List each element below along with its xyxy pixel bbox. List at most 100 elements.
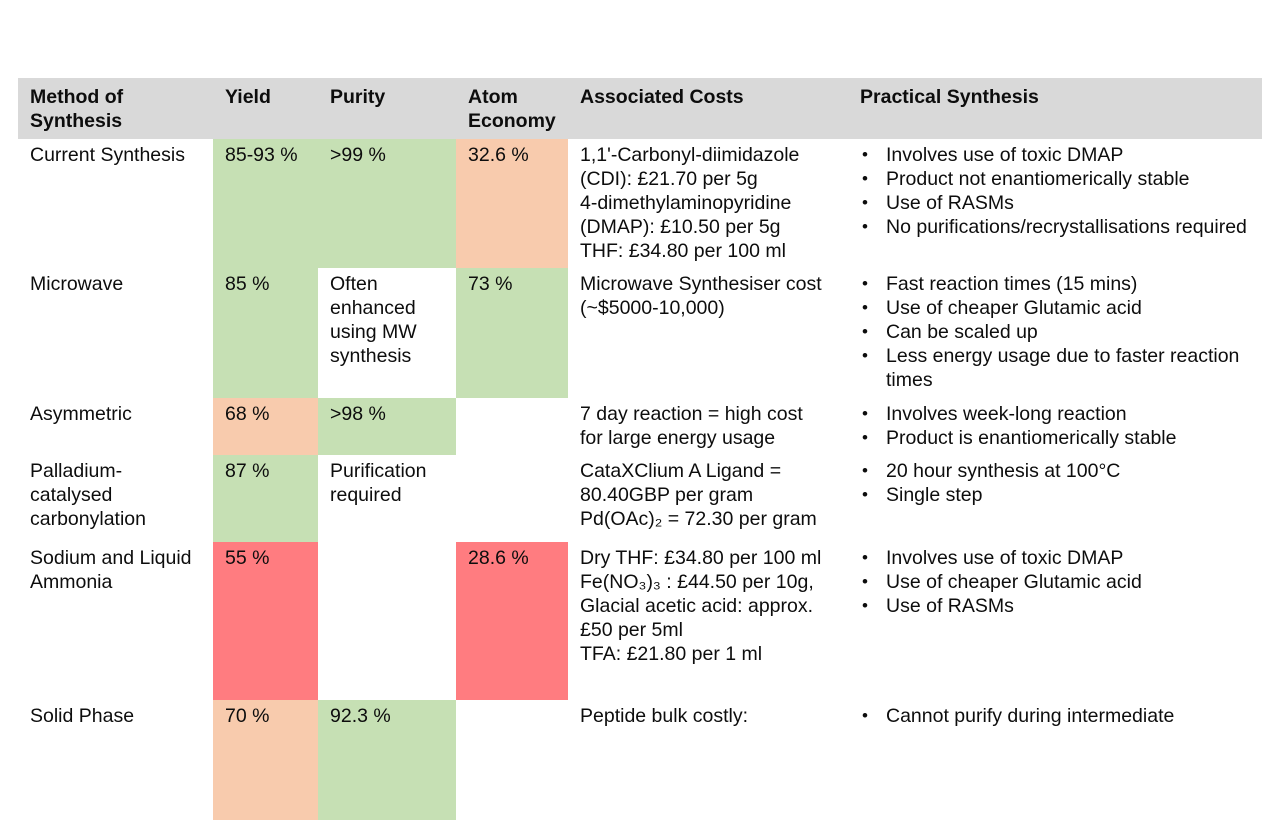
cell-method-asymmetric: Asymmetric [18, 398, 213, 455]
bullet-icon: • [862, 459, 886, 483]
practical-bullet-item: •Use of cheaper Glutamic acid [862, 570, 1254, 594]
practical-bullet-item: •Use of RASMs [862, 191, 1254, 215]
practical-bullet-item: •Fast reaction times (15 mins) [862, 272, 1254, 296]
bullet-icon: • [862, 215, 886, 239]
practical-bullet-list: •Involves week-long reaction•Product is … [848, 402, 1254, 450]
column-header-atom-economy: Atom Economy [456, 78, 568, 139]
cost-line: Microwave Synthesiser cost (~$5000-10,00… [580, 272, 826, 320]
practical-bullet-item: •Less energy usage due to faster reactio… [862, 344, 1254, 392]
cost-line: THF: £34.80 per 100 ml [580, 239, 826, 263]
cell-associated-costs-microwave: Microwave Synthesiser cost (~$5000-10,00… [568, 268, 848, 398]
cell-practical-synthesis-microwave: •Fast reaction times (15 mins)•Use of ch… [848, 268, 1262, 398]
cell-method-microwave: Microwave [18, 268, 213, 398]
column-header-method-of-synthesis: Method of Synthesis [18, 78, 213, 139]
cell-atom-economy-current-synthesis: 32.6 % [456, 139, 568, 268]
bullet-text: Involves week-long reaction [886, 402, 1127, 426]
practical-bullet-item: •Use of RASMs [862, 594, 1254, 618]
cell-purity-sodium-and-liquid-ammonia [318, 542, 456, 700]
bullet-icon: • [862, 546, 886, 570]
cell-yield-palladium-catalysed-carbonylation: 87 % [213, 455, 318, 542]
cell-yield-sodium-and-liquid-ammonia: 55 % [213, 542, 318, 700]
bullet-icon: • [862, 296, 886, 320]
bullet-icon: • [862, 402, 886, 426]
practical-bullet-item: •Use of cheaper Glutamic acid [862, 296, 1254, 320]
cell-atom-economy-palladium-catalysed-carbonylation [456, 455, 568, 542]
bullet-text: 20 hour synthesis at 100°C [886, 459, 1120, 483]
bullet-text: Cannot purify during intermediate [886, 704, 1174, 728]
bullet-text: Use of RASMs [886, 191, 1014, 215]
bullet-icon: • [862, 704, 886, 728]
practical-bullet-list: •Involves use of toxic DMAP•Use of cheap… [848, 546, 1254, 618]
practical-bullet-item: •Cannot purify during intermediate [862, 704, 1254, 728]
bullet-text: Fast reaction times (15 mins) [886, 272, 1137, 296]
bullet-icon: • [862, 344, 886, 392]
cost-line: Glacial acetic acid: approx. £50 per 5ml [580, 594, 826, 642]
practical-bullet-item: •Involves use of toxic DMAP [862, 143, 1254, 167]
cell-practical-synthesis-palladium-catalysed-carbonylation: •20 hour synthesis at 100°C•Single step [848, 455, 1262, 542]
cost-line: Peptide bulk costly: [580, 704, 826, 728]
column-header-practical-synthesis: Practical Synthesis [848, 78, 1262, 139]
cell-method-sodium-and-liquid-ammonia: Sodium and Liquid Ammonia [18, 542, 213, 700]
cost-line: 1,1'-Carbonyl-diimidazole (CDI): £21.70 … [580, 143, 826, 191]
cell-practical-synthesis-current-synthesis: •Involves use of toxic DMAP•Product not … [848, 139, 1262, 268]
bullet-icon: • [862, 272, 886, 296]
practical-bullet-item: •Product not enantiomerically stable [862, 167, 1254, 191]
cell-purity-palladium-catalysed-carbonylation: Purification required [318, 455, 456, 542]
cell-practical-synthesis-asymmetric: •Involves week-long reaction•Product is … [848, 398, 1262, 455]
cost-line: TFA: £21.80 per 1 ml [580, 642, 826, 666]
cost-line: 7 day reaction = high cost for large ene… [580, 402, 826, 450]
cost-line: 4-dimethylaminopyridine (DMAP): £10.50 p… [580, 191, 826, 239]
cost-line: CataXClium A Ligand = 80.40GBP per gram [580, 459, 826, 507]
cell-purity-microwave: Often enhanced using MW synthesis [318, 268, 456, 398]
bullet-text: Involves use of toxic DMAP [886, 546, 1123, 570]
bullet-icon: • [862, 426, 886, 450]
practical-bullet-item: •20 hour synthesis at 100°C [862, 459, 1254, 483]
cell-atom-economy-solid-phase [456, 700, 568, 820]
cell-practical-synthesis-sodium-and-liquid-ammonia: •Involves use of toxic DMAP•Use of cheap… [848, 542, 1262, 700]
bullet-icon: • [862, 594, 886, 618]
cell-atom-economy-sodium-and-liquid-ammonia: 28.6 % [456, 542, 568, 700]
bullet-text: Can be scaled up [886, 320, 1038, 344]
practical-bullet-item: •Single step [862, 483, 1254, 507]
practical-bullet-list: •Cannot purify during intermediate [848, 704, 1254, 728]
practical-bullet-item: •Involves use of toxic DMAP [862, 546, 1254, 570]
bullet-text: Single step [886, 483, 982, 507]
practical-bullet-list: •20 hour synthesis at 100°C•Single step [848, 459, 1254, 507]
cell-yield-asymmetric: 68 % [213, 398, 318, 455]
practical-bullet-list: •Involves use of toxic DMAP•Product not … [848, 143, 1254, 239]
column-header-purity: Purity [318, 78, 456, 139]
cost-line: Dry THF: £34.80 per 100 ml [580, 546, 826, 570]
bullet-text: No purifications/recrystallisations requ… [886, 215, 1247, 239]
bullet-icon: • [862, 167, 886, 191]
cell-associated-costs-solid-phase: Peptide bulk costly: [568, 700, 848, 820]
cell-yield-current-synthesis: 85-93 % [213, 139, 318, 268]
cell-practical-synthesis-solid-phase: •Cannot purify during intermediate [848, 700, 1262, 820]
cell-purity-solid-phase: 92.3 % [318, 700, 456, 820]
bullet-icon: • [862, 320, 886, 344]
cell-yield-microwave: 85 % [213, 268, 318, 398]
column-header-yield: Yield [213, 78, 318, 139]
bullet-icon: • [862, 143, 886, 167]
cell-atom-economy-asymmetric [456, 398, 568, 455]
practical-bullet-item: •No purifications/recrystallisations req… [862, 215, 1254, 239]
bullet-icon: • [862, 570, 886, 594]
cell-associated-costs-asymmetric: 7 day reaction = high cost for large ene… [568, 398, 848, 455]
cell-yield-solid-phase: 70 % [213, 700, 318, 820]
bullet-text: Use of cheaper Glutamic acid [886, 296, 1142, 320]
cost-line: Fe(NO₃)₃ : £44.50 per 10g, [580, 570, 826, 594]
bullet-text: Product is enantiomerically stable [886, 426, 1176, 450]
cell-method-palladium-catalysed-carbonylation: Palladium-catalysed carbonylation [18, 455, 213, 542]
bullet-text: Involves use of toxic DMAP [886, 143, 1123, 167]
cell-purity-current-synthesis: >99 % [318, 139, 456, 268]
cell-method-current-synthesis: Current Synthesis [18, 139, 213, 268]
bullet-icon: • [862, 483, 886, 507]
cost-line: Pd(OAc)₂ = 72.30 per gram [580, 507, 826, 531]
